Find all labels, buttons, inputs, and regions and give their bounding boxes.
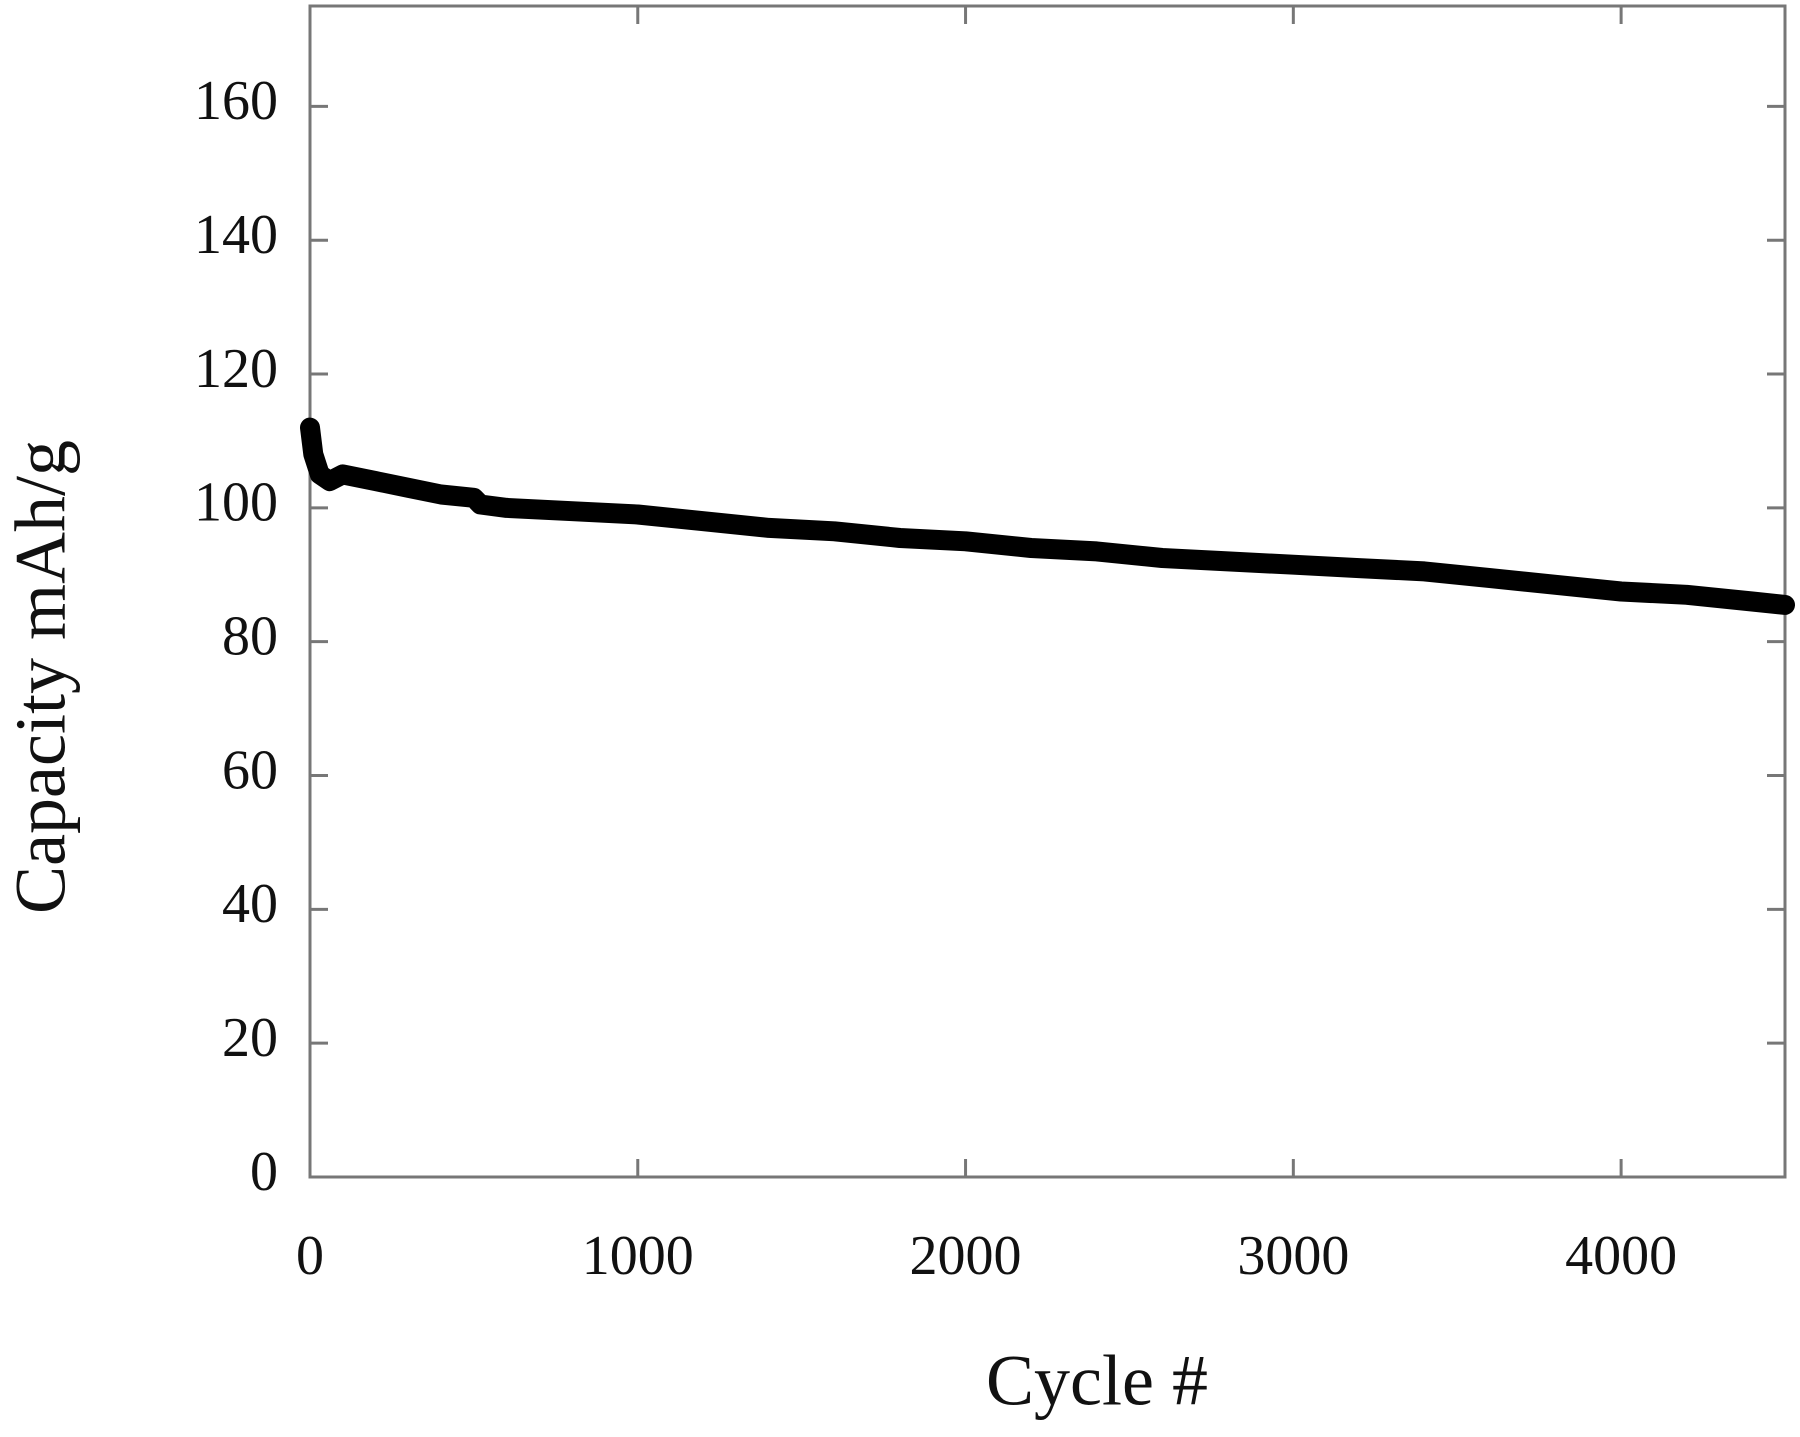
x-tick-label: 0 [296,1225,324,1287]
y-tick-label: 60 [222,739,278,801]
y-tick-label: 120 [194,338,278,400]
x-tick-label: 4000 [1565,1225,1677,1287]
x-tick-label: 3000 [1237,1225,1349,1287]
y-axis-label: Capacity mAh/g [1,440,81,914]
y-tick-label: 80 [222,606,278,668]
y-tick-label: 140 [194,204,278,266]
x-tick-label: 2000 [910,1225,1022,1287]
y-tick-label: 20 [222,1007,278,1069]
data-line [300,417,1795,615]
y-tick-label: 160 [194,70,278,132]
y-tick-label: 0 [250,1141,278,1203]
x-axis-label: Cycle # [986,1341,1208,1421]
y-tick-label: 100 [194,472,278,534]
x-tick-label: 1000 [582,1225,694,1287]
plot-frame [308,4,1787,1179]
y-tick-label: 40 [222,873,278,935]
